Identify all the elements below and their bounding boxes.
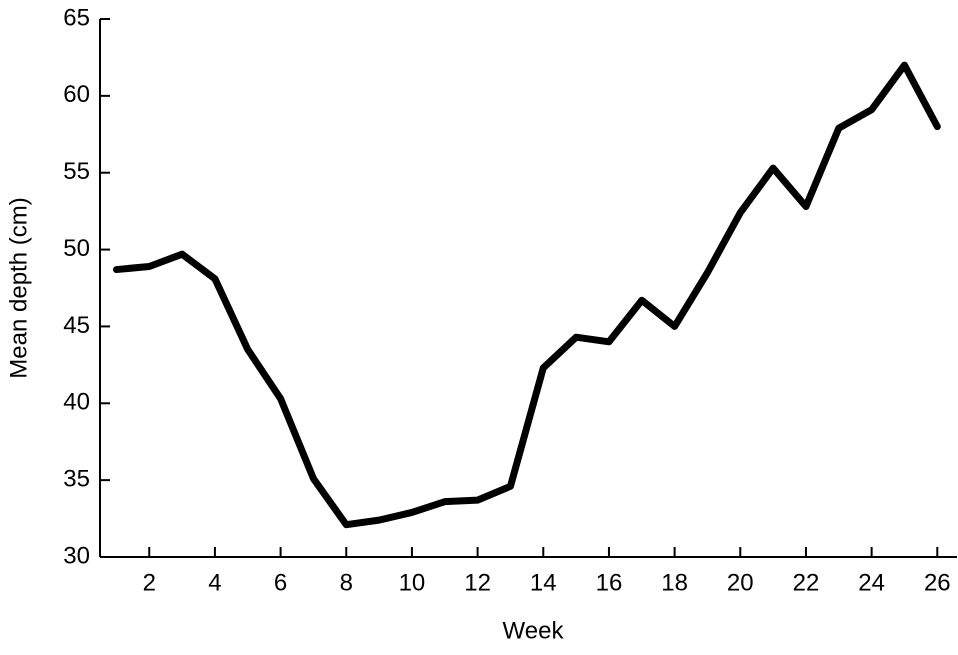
y-tick-label: 65 xyxy=(63,4,90,31)
x-axis-label: Week xyxy=(503,617,565,644)
x-tick-label: 16 xyxy=(596,569,623,596)
y-axis-label: Mean depth (cm) xyxy=(5,197,32,378)
y-tick-label: 30 xyxy=(63,542,90,569)
y-tick-label: 45 xyxy=(63,312,90,339)
x-tick-label: 20 xyxy=(727,569,754,596)
x-tick-label: 14 xyxy=(530,569,557,596)
data-line xyxy=(112,61,941,529)
x-tick-label: 6 xyxy=(274,569,287,596)
x-tick-label: 2 xyxy=(143,569,156,596)
x-tick-label: 24 xyxy=(858,569,885,596)
y-tick-label: 60 xyxy=(63,81,90,108)
x-tick-label: 10 xyxy=(399,569,426,596)
x-tick-label: 8 xyxy=(340,569,353,596)
y-tick-label: 50 xyxy=(63,235,90,262)
y-tick-label: 40 xyxy=(63,389,90,416)
x-tick-label: 26 xyxy=(924,569,951,596)
y-tick-label: 55 xyxy=(63,158,90,185)
x-tick-label: 22 xyxy=(793,569,820,596)
y-tick-label: 35 xyxy=(63,465,90,492)
x-tick-label: 18 xyxy=(661,569,688,596)
x-tick-label: 12 xyxy=(464,569,491,596)
x-tick-label: 4 xyxy=(208,569,221,596)
